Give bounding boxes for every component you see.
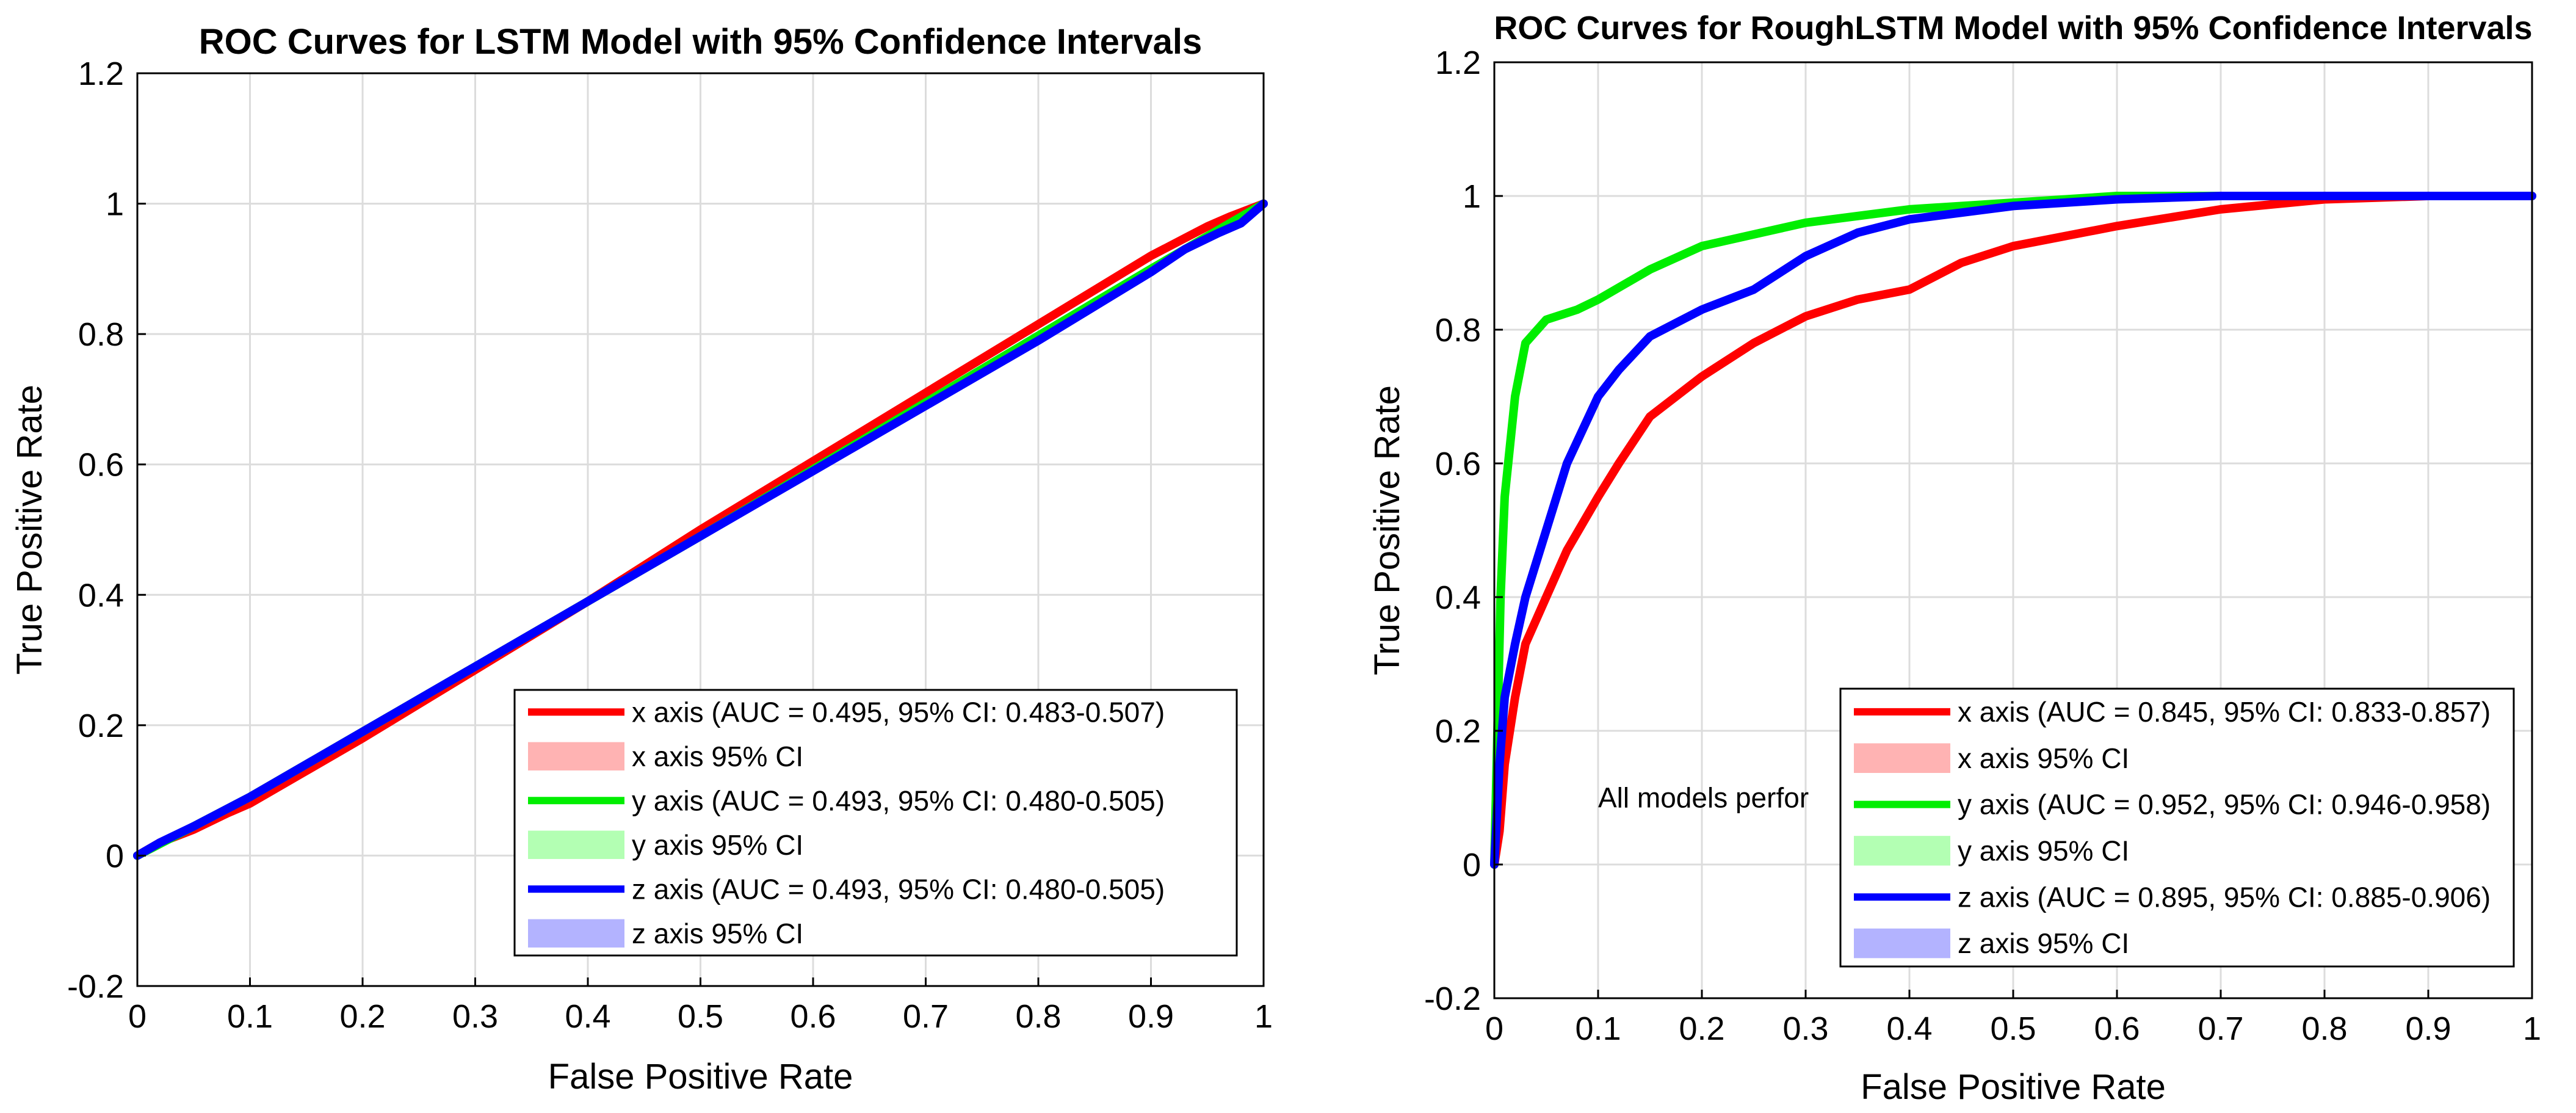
x-tick-label: 0.2 bbox=[1679, 1010, 1724, 1047]
y-tick-label: 0.2 bbox=[78, 708, 124, 744]
legend-swatch-x-ci bbox=[1854, 743, 1950, 774]
x-axis-label: False Positive Rate bbox=[548, 1057, 853, 1097]
legend-label-z-axis: z axis (AUC = 0.895, 95% CI: 0.885-0.906… bbox=[1958, 881, 2491, 913]
legend-label-z-ci: z axis 95% CI bbox=[1958, 927, 2129, 959]
y-tick-label: 0.2 bbox=[1435, 713, 1481, 750]
x-tick-label: 0.6 bbox=[2094, 1010, 2140, 1047]
x-tick-label: 0.8 bbox=[1015, 998, 1061, 1035]
y-tick-label: 1 bbox=[106, 186, 124, 223]
legend-label-y-axis: y axis (AUC = 0.952, 95% CI: 0.946-0.958… bbox=[1958, 789, 2491, 821]
x-tick-label: 0.4 bbox=[565, 998, 610, 1035]
x-tick-label: 0.2 bbox=[339, 998, 385, 1035]
x-tick-label: 0 bbox=[128, 998, 147, 1035]
x-axis-label: False Positive Rate bbox=[1861, 1067, 2166, 1107]
y-tick-label: 0.6 bbox=[78, 447, 124, 484]
legend-label-x-axis: x axis (AUC = 0.495, 95% CI: 0.483-0.507… bbox=[632, 696, 1165, 728]
x-tick-label: 0 bbox=[1485, 1010, 1503, 1047]
legend-swatch-z-ci bbox=[1854, 928, 1950, 959]
y-tick-label: 1.2 bbox=[78, 56, 124, 92]
legend-swatch-y-ci bbox=[528, 830, 624, 859]
roc-curve-z-axis bbox=[1490, 192, 2536, 869]
legend-label-y-ci: y axis 95% CI bbox=[632, 829, 803, 861]
y-tick-label: 1 bbox=[1463, 178, 1481, 215]
y-tick-label: -0.2 bbox=[1424, 981, 1481, 1017]
x-tick-label: 0.3 bbox=[1782, 1010, 1828, 1047]
chart-title: ROC Curves for LSTM Model with 95% Confi… bbox=[199, 22, 1203, 62]
y-tick-label: -0.2 bbox=[67, 968, 124, 1005]
x-tick-label: 1 bbox=[1254, 998, 1273, 1035]
legend-swatch-y-ci bbox=[1854, 836, 1950, 866]
x-tick-label: 0.5 bbox=[678, 998, 723, 1035]
x-tick-label: 0.1 bbox=[1575, 1010, 1621, 1047]
y-tick-label: 0.8 bbox=[78, 316, 124, 353]
y-tick-label: 0 bbox=[106, 838, 124, 874]
legend-label-x-axis: x axis (AUC = 0.845, 95% CI: 0.833-0.857… bbox=[1958, 696, 2491, 728]
x-tick-label: 0.5 bbox=[1990, 1010, 2036, 1047]
y-axis-label: True Positive Rate bbox=[1367, 385, 1407, 675]
roc-curve-z-axis bbox=[133, 199, 1268, 860]
x-tick-label: 0.9 bbox=[1128, 998, 1174, 1035]
x-tick-label: 0.9 bbox=[2405, 1010, 2451, 1047]
x-tick-label: 0.6 bbox=[790, 998, 836, 1035]
y-tick-label: 1.2 bbox=[1435, 45, 1481, 81]
x-tick-label: 0.1 bbox=[227, 998, 273, 1035]
x-tick-label: 0.4 bbox=[1886, 1010, 1932, 1047]
y-axis-label: True Positive Rate bbox=[10, 385, 49, 675]
roc-curve-x-axis bbox=[1490, 192, 2536, 869]
legend-label-z-ci: z axis 95% CI bbox=[632, 918, 803, 949]
legend-box bbox=[513, 689, 1238, 957]
legend-box bbox=[1839, 687, 2515, 968]
x-tick-label: 0.7 bbox=[903, 998, 949, 1035]
y-tick-label: 0 bbox=[1463, 847, 1481, 883]
legend-swatch-x-ci bbox=[528, 742, 624, 770]
legend-swatch-z-ci bbox=[528, 919, 624, 948]
legend-label-x-ci: x axis 95% CI bbox=[632, 741, 803, 772]
x-tick-label: 0.7 bbox=[2198, 1010, 2243, 1047]
legend-label-y-axis: y axis (AUC = 0.493, 95% CI: 0.480-0.505… bbox=[632, 785, 1165, 816]
legend-label-z-axis: z axis (AUC = 0.493, 95% CI: 0.480-0.505… bbox=[632, 873, 1165, 905]
chart-panel-1: 0 0.1 0.2 0.3 0.4 0.5 0.6 0.7 0.8 0.9 1-0.200.20.4… bbox=[10, 22, 1273, 1097]
chart-panel-2: 0 0.1 0.2 0.3 0.4 0.5 0.6 0.7 0.8 0.9 1-0.200.20.4… bbox=[1367, 10, 2541, 1107]
legend: x axis (AUC = 0.495, 95% CI: 0.483-0.507… bbox=[513, 689, 1238, 957]
legend: x axis (AUC = 0.845, 95% CI: 0.833-0.857… bbox=[1839, 687, 2515, 968]
y-tick-label: 0.4 bbox=[1435, 579, 1481, 616]
y-tick-label: 0.4 bbox=[78, 577, 124, 614]
x-tick-label: 0.8 bbox=[2301, 1010, 2347, 1047]
legend-label-x-ci: x axis 95% CI bbox=[1958, 742, 2129, 774]
y-tick-label: 0.8 bbox=[1435, 312, 1481, 349]
legend-label-y-ci: y axis 95% CI bbox=[1958, 835, 2129, 866]
annotation-text: All models perfor bbox=[1598, 782, 1809, 814]
x-tick-label: 1 bbox=[2523, 1010, 2541, 1047]
chart-title: ROC Curves for RoughLSTM Model with 95% … bbox=[1494, 10, 2532, 46]
x-tick-label: 0.3 bbox=[452, 998, 498, 1035]
y-tick-label: 0.6 bbox=[1435, 446, 1481, 482]
